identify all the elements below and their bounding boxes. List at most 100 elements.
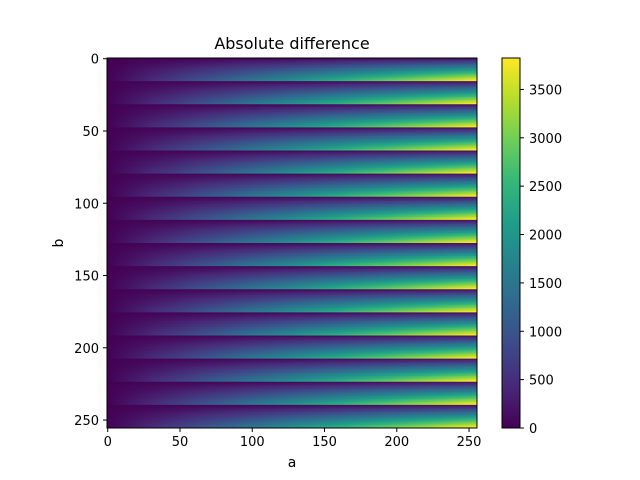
- heatmap-row: [107, 367, 477, 370]
- heatmap-row: [107, 219, 477, 222]
- heatmap-row: [107, 269, 477, 271]
- heatmap-row: [107, 254, 477, 257]
- colorbar-tick-label: 1500: [529, 277, 562, 292]
- heatmap-row: [107, 426, 477, 429]
- heatmap-row: [107, 406, 477, 409]
- heatmap-row: [107, 121, 477, 124]
- heatmap-row: [107, 287, 477, 290]
- heatmap-row: [107, 206, 477, 209]
- heatmap-row: [107, 234, 477, 237]
- heatmap-row: [107, 361, 477, 364]
- colorbar-tick-label: 3500: [529, 83, 562, 98]
- heatmap-row: [107, 66, 477, 69]
- heatmap-row: [107, 419, 477, 422]
- x-tick-label: 200: [384, 435, 409, 450]
- heatmap-row: [107, 316, 477, 319]
- heatmap-row: [107, 423, 477, 426]
- heatmap-row: [107, 104, 477, 107]
- colorbar-tick-label: 3000: [529, 132, 562, 147]
- heatmap-row: [107, 393, 477, 396]
- colorbar: [501, 57, 521, 429]
- heatmap-row: [107, 267, 477, 270]
- heatmap-row: [107, 297, 477, 300]
- heatmap-row: [107, 279, 477, 281]
- heatmap-row: [107, 182, 477, 185]
- heatmap-row: [107, 237, 477, 240]
- colorbar-tick-label: 0: [529, 422, 537, 437]
- heatmap-row: [107, 422, 477, 425]
- heatmap-row: [107, 303, 477, 306]
- heatmap-row: [107, 425, 477, 427]
- heatmap-row: [107, 397, 477, 400]
- heatmap-row: [107, 302, 477, 305]
- heatmap-row: [107, 85, 477, 88]
- heatmap-row: [107, 335, 477, 338]
- heatmap-row: [107, 107, 477, 109]
- heatmap-row: [107, 69, 477, 72]
- y-tick-label: 0: [91, 53, 99, 68]
- heatmap-row: [107, 81, 477, 83]
- y-tick-label: 100: [74, 197, 99, 212]
- heatmap-row: [107, 137, 477, 140]
- x-tick-label: 250: [457, 435, 482, 450]
- heatmap-row: [107, 144, 477, 147]
- heatmap-row: [107, 175, 477, 177]
- heatmap-row: [107, 215, 477, 218]
- heatmap-row: [107, 154, 477, 157]
- colorbar-axis: 0 500 1000 1500 2000 2500 3000 3500: [520, 83, 562, 437]
- heatmap-row: [107, 256, 477, 258]
- heatmap-row: [107, 186, 477, 189]
- heatmap-row: [107, 413, 477, 416]
- heatmap-row: [107, 322, 477, 325]
- heatmap-row: [107, 283, 477, 286]
- heatmap-row: [107, 72, 477, 75]
- heatmap-row: [107, 289, 477, 292]
- heatmap-row: [107, 257, 477, 260]
- heatmap-row: [107, 250, 477, 253]
- heatmap-row: [107, 399, 477, 401]
- heatmap-row: [107, 143, 477, 146]
- heatmap-row: [107, 282, 477, 284]
- heatmap-row: [107, 347, 477, 349]
- heatmap-row: [107, 295, 477, 297]
- heatmap-row: [107, 150, 477, 153]
- heatmap-row: [107, 79, 477, 82]
- heatmap-row: [107, 208, 477, 211]
- heatmap-row: [107, 183, 477, 186]
- heatmap-row: [107, 273, 477, 276]
- heatmap-row: [107, 211, 477, 214]
- heatmap-row: [107, 308, 477, 310]
- heatmap-row: [107, 276, 477, 279]
- heatmap-row: [107, 345, 477, 348]
- heatmap-row: [107, 170, 477, 173]
- heatmap-row: [107, 416, 477, 419]
- heatmap-row: [107, 176, 477, 179]
- heatmap-row: [107, 318, 477, 321]
- heatmap-row: [107, 292, 477, 294]
- heatmap-row: [107, 377, 477, 380]
- heatmap-row: [107, 245, 477, 248]
- heatmap-row: [107, 173, 477, 176]
- heatmap-row: [107, 410, 477, 413]
- heatmap-row: [107, 117, 477, 120]
- heatmap-row: [107, 209, 477, 212]
- plot-frame: [106, 57, 478, 429]
- heatmap-row: [107, 190, 477, 193]
- heatmap-row: [107, 227, 477, 229]
- heatmap-row: [107, 84, 477, 86]
- y-tick-label: 200: [74, 342, 99, 357]
- heatmap-row: [107, 420, 477, 423]
- y-axis-label: b: [51, 238, 67, 247]
- heatmap-row: [107, 98, 477, 101]
- y-tick-label: 50: [82, 125, 99, 140]
- heatmap-row: [107, 105, 477, 108]
- heatmap-row: [107, 146, 477, 149]
- heatmap-row: [107, 261, 477, 264]
- heatmap-row: [107, 364, 477, 367]
- heatmap-row: [107, 299, 477, 302]
- heatmap-row: [107, 120, 477, 122]
- heatmap-row: [107, 401, 477, 404]
- heatmap-row: [107, 63, 477, 66]
- heatmap-row: [107, 232, 477, 235]
- heatmap-row: [107, 128, 477, 131]
